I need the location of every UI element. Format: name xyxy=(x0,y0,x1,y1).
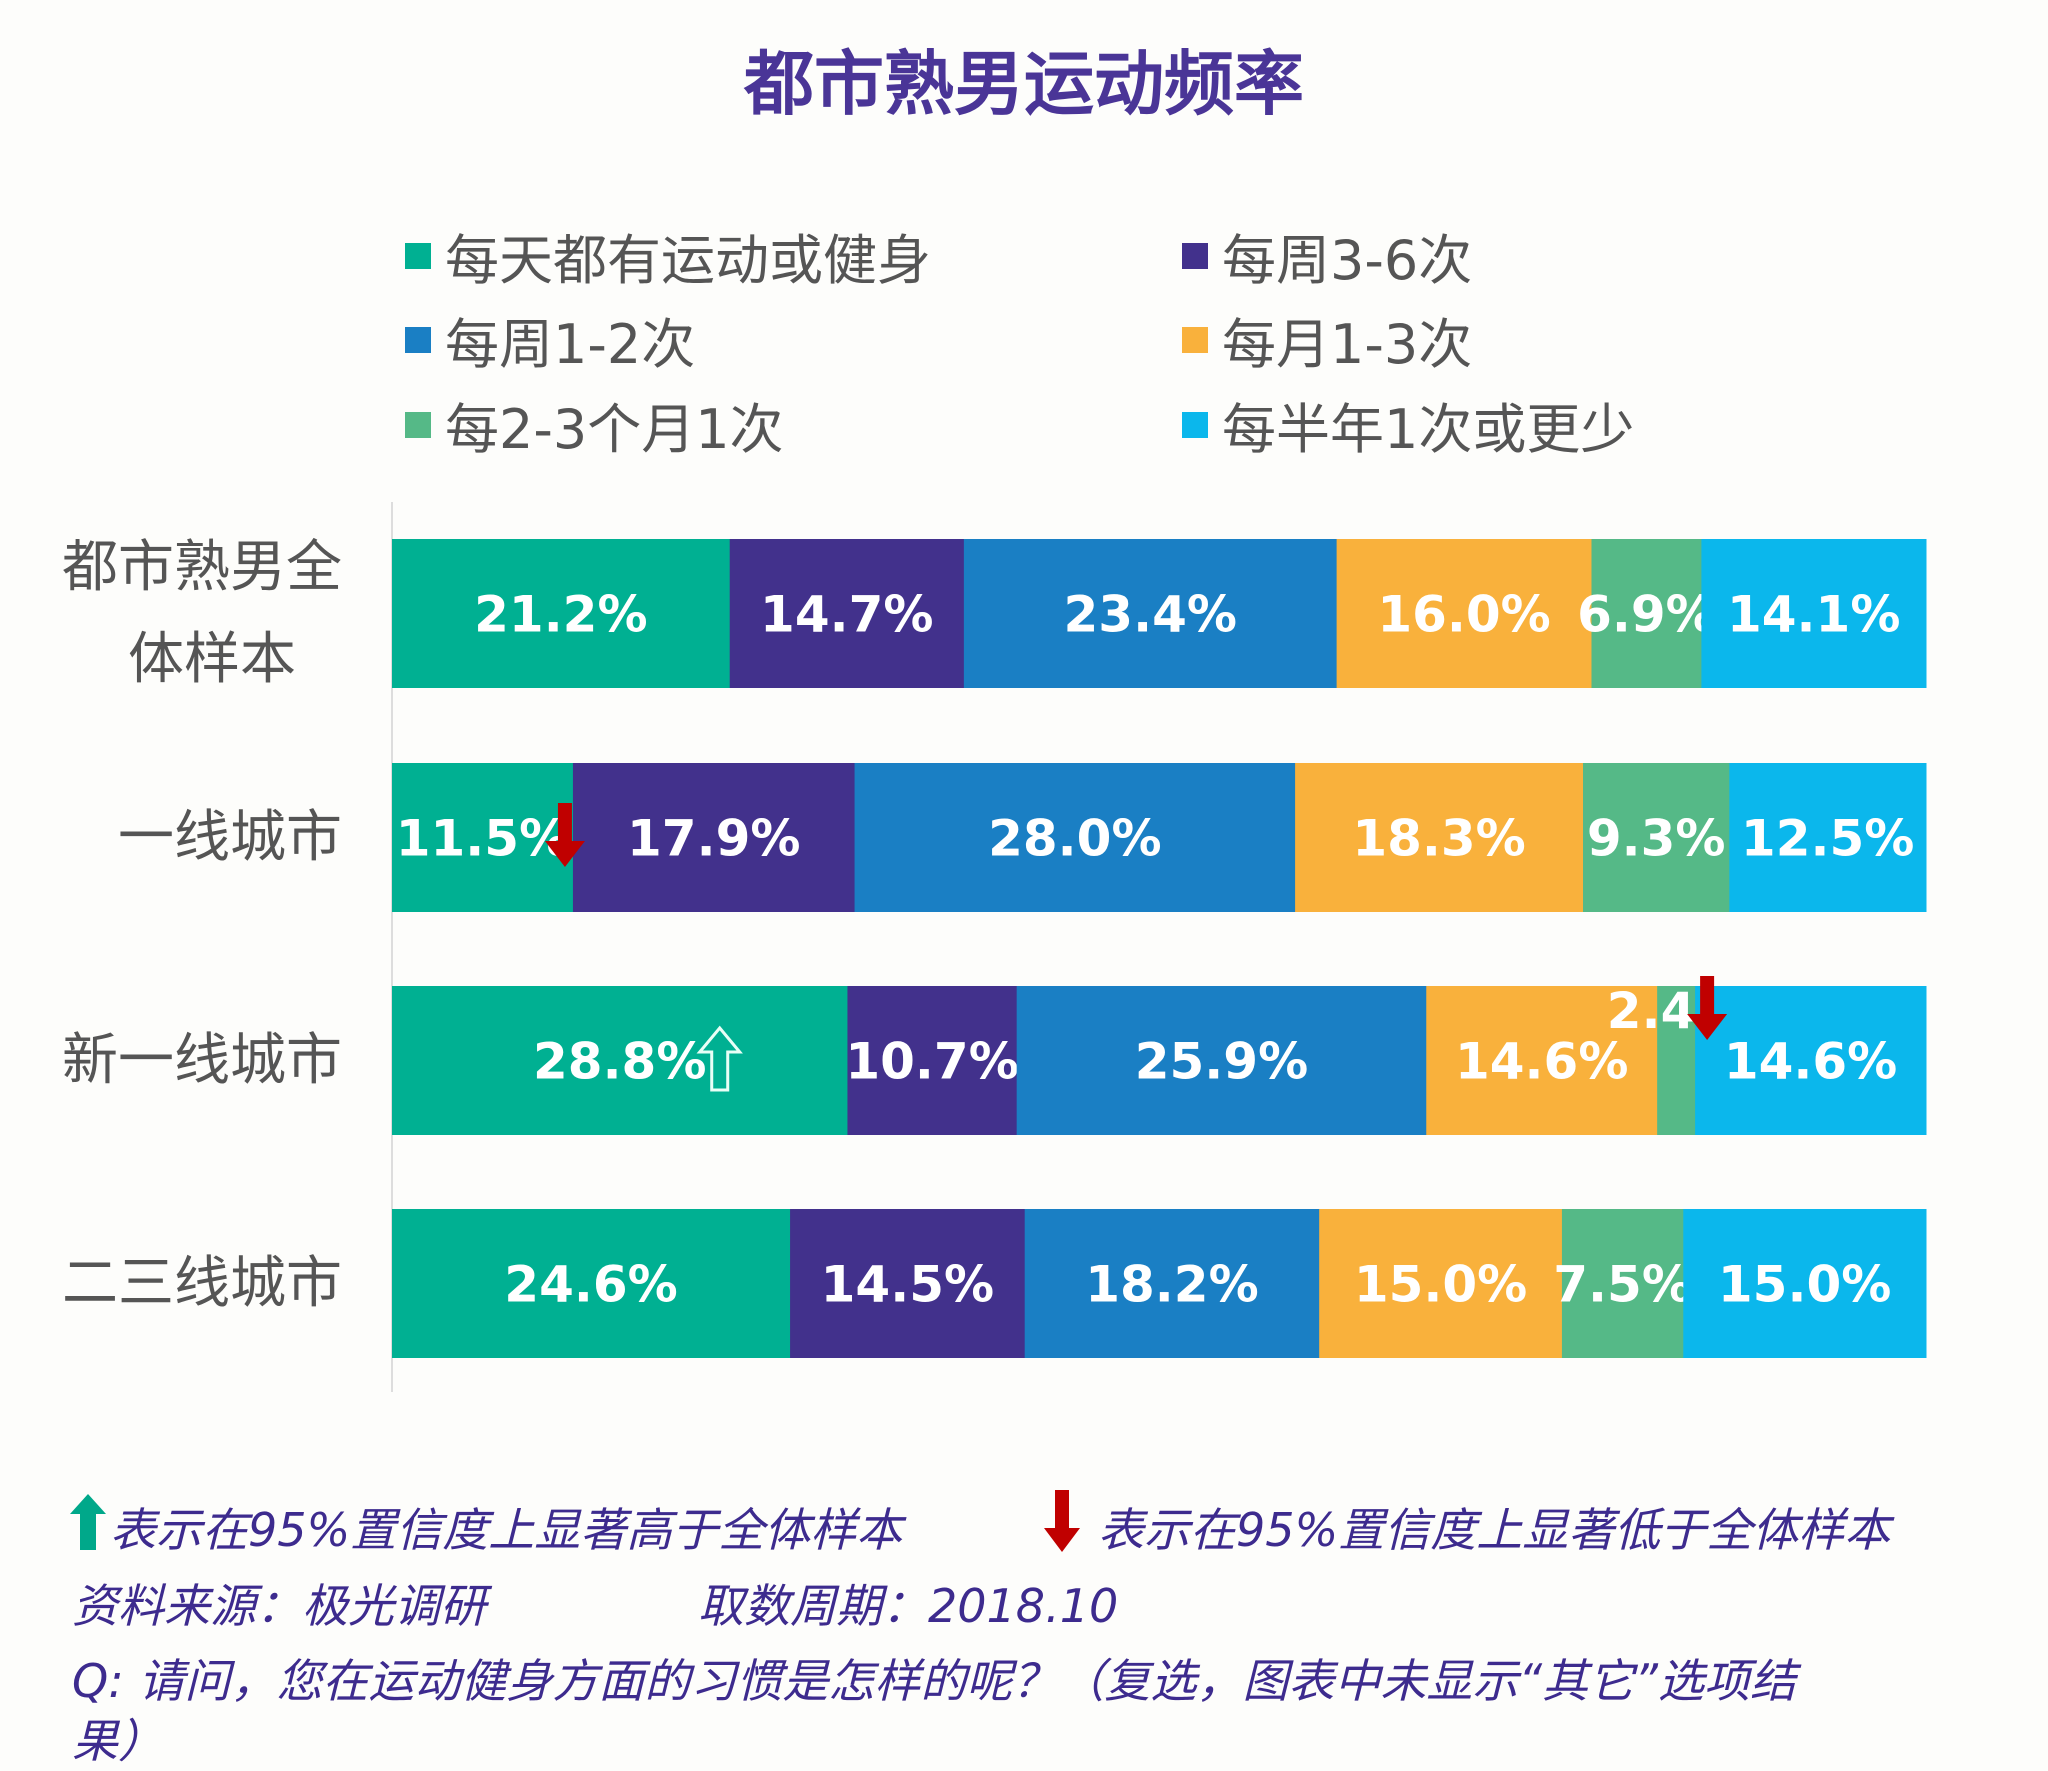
bar-segment xyxy=(1695,986,1927,1135)
data-label: 14.5% xyxy=(821,1256,994,1314)
bar-segment xyxy=(392,986,848,1135)
bar-segment xyxy=(1336,539,1592,688)
data-label: 14.7% xyxy=(760,586,933,644)
bar-segment xyxy=(854,763,1296,912)
data-label: 11.5% xyxy=(396,810,569,868)
category-label: 一线城市 xyxy=(118,805,342,870)
bar-segment xyxy=(1729,763,1927,912)
data-label: 9.3% xyxy=(1587,810,1726,868)
legend-item: 每周1-2次 xyxy=(405,300,695,379)
bar-segment xyxy=(847,986,1018,1135)
legend-item: 每半年1次或更少 xyxy=(1182,385,1634,464)
bar-segment xyxy=(1657,986,1696,1135)
legend-item: 每月1-3次 xyxy=(1182,300,1472,379)
data-label: 24.6% xyxy=(504,1256,677,1314)
data-label: 14.1% xyxy=(1727,586,1900,644)
legend-item: 每周3-6次 xyxy=(1182,216,1472,295)
data-label: 14.6% xyxy=(1724,1033,1897,1091)
category-axis-line xyxy=(391,502,393,1392)
legend-label: 每半年1次或更少 xyxy=(1222,398,1635,461)
down-arrow-icon xyxy=(544,803,585,867)
legend-item: 每天都有运动或健身 xyxy=(405,216,931,295)
bar-segment xyxy=(392,1209,791,1358)
data-label: 17.9% xyxy=(627,810,800,868)
legend-label: 每天都有运动或健身 xyxy=(445,229,931,292)
data-label: 15.0% xyxy=(1718,1256,1891,1314)
bar-segment xyxy=(1701,539,1927,688)
data-label: 18.3% xyxy=(1352,810,1525,868)
period-note: 取数周期：2018.10 xyxy=(698,1579,1119,1633)
bar-segment xyxy=(1591,539,1702,688)
legend-swatch xyxy=(405,242,431,269)
bar-segment xyxy=(1426,986,1658,1135)
data-label: 18.2% xyxy=(1085,1256,1258,1314)
legend-label: 每月1-3次 xyxy=(1222,313,1473,376)
bar-segment xyxy=(392,763,574,912)
chart-title: 都市熟男运动频率 xyxy=(744,43,1304,125)
data-label: 28.0% xyxy=(988,810,1161,868)
legend-swatch xyxy=(405,411,431,438)
category-label: 都市熟男全体样本 xyxy=(42,522,342,706)
data-label: 10.7% xyxy=(845,1033,1018,1091)
data-label: 28.8% xyxy=(533,1033,706,1091)
legend-swatch xyxy=(1182,411,1208,438)
legend-swatch xyxy=(1182,326,1208,353)
bar-segment xyxy=(1561,1209,1684,1358)
bar-segment xyxy=(1024,1209,1320,1358)
question-note-cont: 果） xyxy=(72,1714,164,1768)
legend-label: 每周1-2次 xyxy=(445,313,696,376)
legend-label: 每2-3个月1次 xyxy=(445,398,784,461)
legend-item: 每2-3个月1次 xyxy=(405,385,784,464)
data-label: 12.5% xyxy=(1741,810,1914,868)
bar-segment xyxy=(729,539,965,688)
down-significance-note: 表示在95%置信度上显著低于全体样本 xyxy=(1098,1503,1891,1557)
data-label: 6.9% xyxy=(1577,586,1716,644)
down-arrow-icon xyxy=(1687,976,1728,1040)
category-label: 新一线城市 xyxy=(62,1028,342,1093)
question-note: Q: 请问，您在运动健身方面的习惯是怎样的呢？（复选，图表中未显示“其它”选项结 xyxy=(72,1654,1796,1708)
bar-segment xyxy=(1016,986,1427,1135)
legend-swatch xyxy=(1182,242,1208,269)
data-label: 7.5% xyxy=(1553,1256,1692,1314)
bar-segment xyxy=(963,539,1338,688)
category-label-line: 体样本 xyxy=(128,627,296,692)
bar-segment xyxy=(1319,1209,1563,1358)
data-label: 21.2% xyxy=(474,586,647,644)
bar-segment xyxy=(572,763,856,912)
data-label: 25.9% xyxy=(1135,1033,1308,1091)
legend-label: 每周3-6次 xyxy=(1222,229,1473,292)
data-label: 23.4% xyxy=(1064,586,1237,644)
bar-segment xyxy=(1295,763,1584,912)
data-label: 14.6% xyxy=(1455,1033,1628,1091)
bar-segment xyxy=(1583,763,1730,912)
bar-segment xyxy=(1683,1209,1927,1358)
up-arrow-icon xyxy=(696,1025,743,1092)
legend-swatch xyxy=(405,326,431,353)
bar-segment xyxy=(790,1209,1026,1358)
data-label: 16.0% xyxy=(1377,586,1550,644)
source-note: 资料来源：极光调研 xyxy=(72,1579,486,1633)
up-significance-note: 表示在95%置信度上显著高于全体样本 xyxy=(110,1503,903,1557)
data-label: 15.0% xyxy=(1354,1256,1527,1314)
category-label-line: 都市熟男全 xyxy=(62,535,342,600)
category-label: 二三线城市 xyxy=(62,1251,342,1316)
bar-segment xyxy=(392,539,731,688)
